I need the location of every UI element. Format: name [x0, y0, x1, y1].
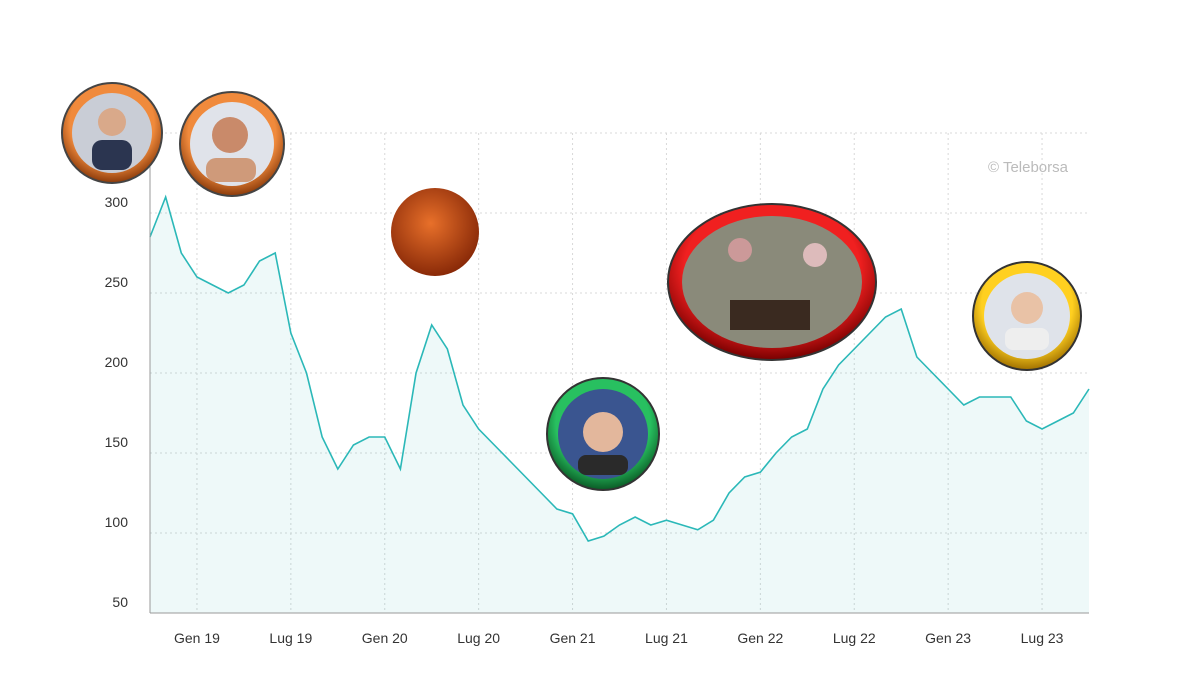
- y-tick-label: 250: [105, 274, 129, 290]
- y-tick-label: 300: [105, 194, 129, 210]
- x-tick-label: Lug 19: [269, 630, 312, 646]
- plot-area: 50 100 150 200 250 300 Gen 19 Lug 19 Gen 20 Lug 2…: [105, 132, 1090, 646]
- y-tick-label: 50: [112, 594, 128, 610]
- x-tick-label: Gen 21: [550, 630, 596, 646]
- x-tick-label: Lug 21: [645, 630, 688, 646]
- photo-decorations: [61, 82, 1082, 491]
- area: [150, 197, 1089, 613]
- x-tick-label: Gen 20: [362, 630, 408, 646]
- line: [149, 194, 1090, 542]
- y-tick-label: 200: [105, 354, 129, 370]
- x-tick-label: Gen 23: [925, 630, 971, 646]
- watermark: © Teleborsa: [988, 159, 1069, 176]
- x-tick-label: Lug 20: [457, 630, 500, 646]
- x-tick-label: Gen 19: [174, 630, 220, 646]
- y-tick-label: 100: [105, 514, 129, 530]
- x-tick-label: Gen 22: [737, 630, 783, 646]
- x-tick-label: Lug 22: [833, 630, 876, 646]
- y-tick-label: 150: [105, 434, 129, 450]
- x-tick-label: Lug 23: [1021, 630, 1064, 646]
